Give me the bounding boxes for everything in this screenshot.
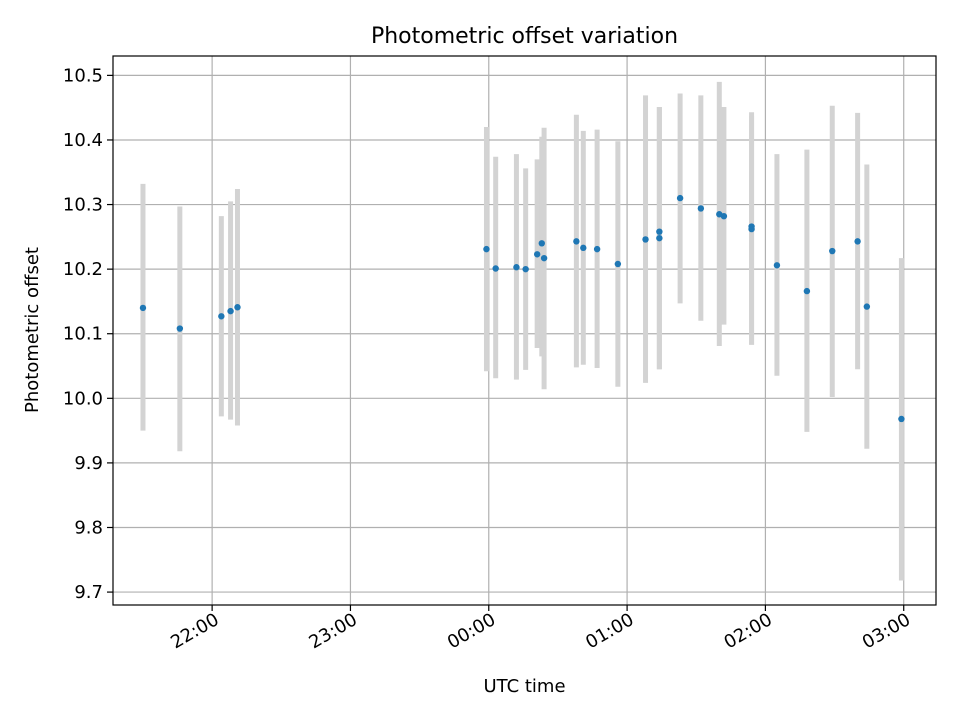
- data-point: [580, 244, 587, 252]
- data-point: [513, 264, 520, 271]
- data-point: [656, 228, 663, 235]
- data-point: [676, 194, 684, 202]
- data-point: [748, 225, 755, 233]
- data-point: [533, 251, 541, 258]
- y-tick-label: 10.5: [63, 65, 103, 86]
- data-point: [863, 303, 871, 310]
- data-point: [139, 304, 147, 312]
- data-point: [483, 245, 490, 253]
- data-point: [854, 238, 861, 245]
- data-point: [573, 238, 580, 245]
- y-tick-label: 10.3: [63, 195, 103, 216]
- y-tick-label: 10.0: [63, 388, 103, 409]
- chart-title: Photometric offset variation: [371, 24, 678, 49]
- data-point: [176, 325, 184, 332]
- y-tick-label: 10.1: [63, 324, 103, 345]
- data-point: [227, 307, 234, 315]
- data-point: [642, 236, 649, 243]
- data-points: [139, 194, 905, 423]
- data-point: [540, 254, 548, 262]
- data-point: [593, 245, 601, 253]
- data-point: [773, 262, 781, 269]
- y-tick-label: 10.2: [63, 259, 103, 280]
- y-axis: 9.7 9.8 9.9 10.0 10.1 10.2 10.3 10.4 10.5: [63, 65, 113, 603]
- data-point: [697, 205, 705, 212]
- y-tick-label: 9.9: [74, 453, 103, 474]
- data-point: [720, 212, 728, 220]
- data-point: [218, 313, 225, 320]
- data-point: [234, 304, 241, 311]
- data-point: [829, 247, 836, 255]
- data-point: [898, 415, 905, 423]
- y-axis-label: Photometric offset: [22, 247, 43, 413]
- data-point: [492, 265, 499, 272]
- plot-frame: [112, 55, 937, 606]
- data-point: [656, 234, 663, 242]
- y-tick-label: 9.7: [74, 582, 103, 603]
- data-point: [614, 260, 622, 268]
- data-point: [538, 240, 545, 247]
- y-tick-label: 10.4: [63, 130, 103, 151]
- data-point: [803, 287, 811, 295]
- data-point: [522, 265, 529, 273]
- y-tick-label: 9.8: [74, 517, 103, 538]
- x-axis-label: UTC time: [483, 676, 565, 697]
